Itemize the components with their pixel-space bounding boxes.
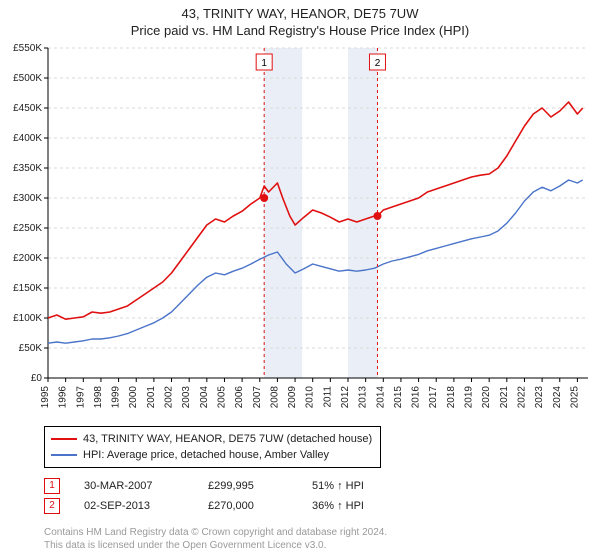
sale-row: 2 02-SEP-2013 £270,000 36% ↑ HPI [44,496,600,516]
svg-text:2009: 2009 [287,386,298,409]
svg-text:2000: 2000 [128,386,139,409]
footer: Contains HM Land Registry data © Crown c… [44,526,600,560]
svg-text:2025: 2025 [569,386,580,409]
chart: £0 £50K £100K £150K £200K £250K £300K £350K £400… [0,40,600,420]
legend: 43, TRINITY WAY, HEANOR, DE75 7UW (detac… [44,426,381,468]
svg-text:£250K: £250K [13,223,42,234]
sale-marker-icon: 1 [44,478,60,494]
legend-label: HPI: Average price, detached house, Ambe… [83,447,329,463]
svg-text:2013: 2013 [358,386,369,409]
svg-text:1998: 1998 [93,386,104,409]
title-line-1: 43, TRINITY WAY, HEANOR, DE75 7UW [0,6,600,21]
svg-text:£450K: £450K [13,103,42,114]
svg-text:£100K: £100K [13,313,42,324]
svg-text:2024: 2024 [552,386,563,409]
footer-line-2: This data is licensed under the Open Gov… [44,539,600,552]
svg-text:2002: 2002 [164,386,175,409]
svg-text:1995: 1995 [40,386,51,409]
footer-line-1: Contains HM Land Registry data © Crown c… [44,526,600,539]
sales-table: 1 30-MAR-2007 £299,995 51% ↑ HPI 2 02-SE… [44,476,600,516]
svg-text:2016: 2016 [411,386,422,409]
svg-text:2022: 2022 [516,386,527,409]
svg-text:1999: 1999 [111,386,122,409]
svg-text:2001: 2001 [146,386,157,409]
svg-text:2019: 2019 [464,386,475,409]
svg-text:2023: 2023 [534,386,545,409]
svg-text:2020: 2020 [481,386,492,409]
svg-text:£550K: £550K [13,43,42,54]
svg-text:2003: 2003 [181,386,192,409]
sale-marker-icon: 2 [44,498,60,514]
svg-text:2015: 2015 [393,386,404,409]
svg-text:2010: 2010 [305,386,316,409]
svg-text:£50K: £50K [19,343,43,354]
svg-text:2014: 2014 [375,386,386,409]
svg-text:2007: 2007 [252,386,263,409]
svg-text:£200K: £200K [13,253,42,264]
svg-text:2008: 2008 [269,386,280,409]
svg-text:1996: 1996 [58,386,69,409]
sale-date: 02-SEP-2013 [84,496,184,516]
sale-price: £299,995 [208,476,288,496]
svg-text:1997: 1997 [75,386,86,409]
legend-label: 43, TRINITY WAY, HEANOR, DE75 7UW (detac… [83,431,372,447]
sale-delta: 51% ↑ HPI [312,476,364,496]
legend-swatch [51,438,77,440]
svg-text:2017: 2017 [428,386,439,409]
svg-text:2006: 2006 [234,386,245,409]
svg-text:2012: 2012 [340,386,351,409]
svg-text:2005: 2005 [216,386,227,409]
svg-text:2004: 2004 [199,386,210,409]
svg-text:£300K: £300K [13,193,42,204]
chart-container: 43, TRINITY WAY, HEANOR, DE75 7UW Price … [0,0,600,560]
titles: 43, TRINITY WAY, HEANOR, DE75 7UW Price … [0,0,600,40]
title-line-2: Price paid vs. HM Land Registry's House … [0,23,600,38]
svg-text:£500K: £500K [13,73,42,84]
sale-price: £270,000 [208,496,288,516]
sale-delta: 36% ↑ HPI [312,496,364,516]
legend-item: HPI: Average price, detached house, Ambe… [51,447,372,463]
svg-text:2018: 2018 [446,386,457,409]
chart-svg: £0 £50K £100K £150K £200K £250K £300K £350K £400… [0,40,600,420]
sale-row: 1 30-MAR-2007 £299,995 51% ↑ HPI [44,476,600,496]
svg-text:£400K: £400K [13,133,42,144]
svg-text:£150K: £150K [13,283,42,294]
svg-text:2011: 2011 [322,386,333,408]
svg-text:£350K: £350K [13,163,42,174]
svg-text:£0: £0 [31,373,43,384]
svg-text:1: 1 [261,58,267,69]
sale-date: 30-MAR-2007 [84,476,184,496]
svg-text:2021: 2021 [499,386,510,409]
svg-text:2: 2 [375,58,381,69]
legend-item: 43, TRINITY WAY, HEANOR, DE75 7UW (detac… [51,431,372,447]
legend-swatch [51,454,77,456]
